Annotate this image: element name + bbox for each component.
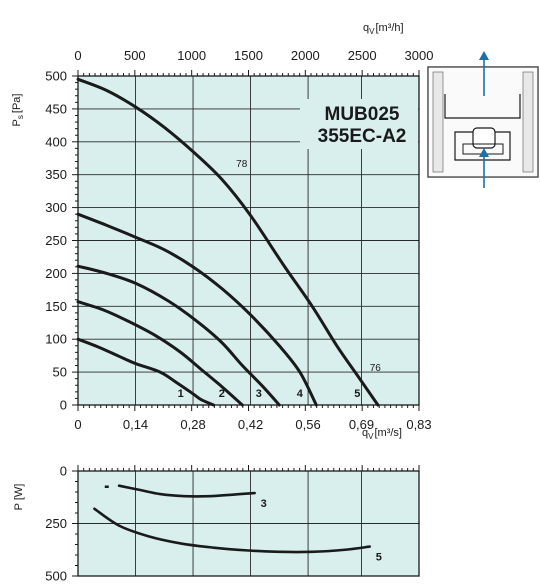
fan-housing-icon	[427, 51, 539, 188]
y-axis-title: Ps[Pa]	[11, 94, 25, 127]
curve-number-label: 3	[256, 388, 262, 400]
top-x-tick-label: 1500	[234, 48, 263, 63]
curve-number-label: 2	[219, 388, 225, 400]
power-chart-ticks	[72, 465, 420, 577]
y-tick-label: 200	[45, 266, 67, 281]
y-tick-label: 450	[45, 101, 67, 116]
performance-chart-y-tick-labels: 0 50 100 150 200 250 300 350 400 450 500	[45, 69, 67, 413]
curve-number-label: 4	[297, 388, 304, 400]
x-tick-label: 0,14	[123, 417, 148, 432]
fan-housing-right-wall	[522, 71, 534, 173]
curve-annotation: 78	[236, 159, 248, 170]
power-y-axis-title: P [W]	[13, 484, 25, 511]
y-tick-label: 350	[45, 167, 67, 182]
curve-annotation: 76	[370, 363, 382, 374]
y-tick-label: 400	[45, 134, 67, 149]
curve-1	[76, 337, 216, 407]
model-label-line-2: 355EC-A2	[318, 126, 407, 147]
x-tick-label: 0,69	[349, 417, 374, 432]
top-x-axis-title-symbol: q	[363, 22, 369, 34]
power-y-tick-label: 250	[45, 516, 67, 531]
fan-housing-left-wall	[432, 71, 444, 173]
model-label-backdrop	[300, 99, 418, 149]
x-tick-label: 0,28	[180, 417, 205, 432]
fan-housing-upper-chamber	[444, 94, 521, 119]
svg-text:Ps[Pa]: Ps[Pa]	[11, 94, 25, 127]
top-x-tick-label: 2000	[291, 48, 320, 63]
power-curve-3	[117, 484, 256, 498]
top-x-tick-label: 500	[124, 48, 146, 63]
power-y-tick-label: 500	[45, 569, 67, 584]
power-curve-label: 3	[261, 498, 267, 510]
top-x-axis-title-unit: [m³/h]	[375, 22, 403, 34]
model-label-line-1: MUB025	[325, 104, 400, 125]
y-tick-label: 0	[60, 398, 67, 413]
y-tick-label: 50	[53, 365, 67, 380]
top-x-axis-title-subscript: V	[369, 27, 375, 36]
curve-3	[76, 264, 281, 407]
power-chart-y-tick-labels: 0 250 500	[45, 464, 67, 584]
top-x-tick-label: 1000	[177, 48, 206, 63]
top-x-tick-label: 2500	[348, 48, 377, 63]
power-chart-grid	[78, 471, 419, 576]
bottom-x-axis-title: qV[m³/s]	[362, 427, 402, 441]
curve-4	[76, 212, 318, 407]
y-axis-title-subscript: s	[16, 115, 25, 119]
airflow-up-arrow-icon-bottom	[479, 148, 489, 188]
performance-chart-x-tick-labels: 0 0,14 0,28 0,42 0,56 0,69 0,83	[74, 417, 431, 432]
power-y-axis-title-text: P [W]	[13, 484, 25, 511]
curve-number-label: 1	[178, 388, 184, 400]
curve-number-label: 5	[354, 388, 360, 400]
y-tick-label: 300	[45, 200, 67, 215]
x-tick-label: 0	[74, 417, 81, 432]
power-curve-5	[93, 507, 371, 554]
performance-chart-top-x-tick-labels: 0 500 1000 1500 2000 2500 3000	[74, 48, 433, 63]
bottom-x-axis-title-unit: [m³/s]	[374, 427, 402, 439]
curve-5	[76, 77, 380, 407]
performance-curves	[76, 77, 380, 407]
airflow-up-arrow-icon-top	[479, 51, 489, 96]
y-tick-label: 100	[45, 332, 67, 347]
fan-impeller	[472, 127, 496, 149]
curve-2	[76, 300, 244, 407]
top-x-tick-label: 3000	[405, 48, 434, 63]
y-tick-label: 150	[45, 299, 67, 314]
power-y-tick-label: 0	[60, 464, 67, 479]
performance-chart-annotations: 78 76 1 2 3 4 5	[178, 159, 382, 400]
top-x-axis-title: qV[m³/h]	[363, 22, 404, 36]
x-tick-label: 0,56	[295, 417, 320, 432]
fan-housing-shade	[428, 67, 538, 177]
bottom-x-axis-title-subscript: V	[368, 432, 374, 441]
power-curves: 35	[93, 484, 382, 564]
y-axis-title-unit: [Pa]	[11, 94, 23, 114]
performance-chart-grid	[78, 76, 419, 405]
y-axis-title-symbol: P	[11, 119, 23, 126]
bottom-x-axis-title-symbol: q	[362, 427, 368, 439]
x-tick-label: 0,83	[406, 417, 431, 432]
y-tick-label: 250	[45, 233, 67, 248]
x-tick-label: 0,42	[238, 417, 263, 432]
power-curve-label: 5	[376, 552, 382, 564]
performance-chart-ticks	[72, 70, 420, 411]
y-tick-label: 500	[45, 69, 67, 84]
top-x-tick-label: 0	[74, 48, 81, 63]
